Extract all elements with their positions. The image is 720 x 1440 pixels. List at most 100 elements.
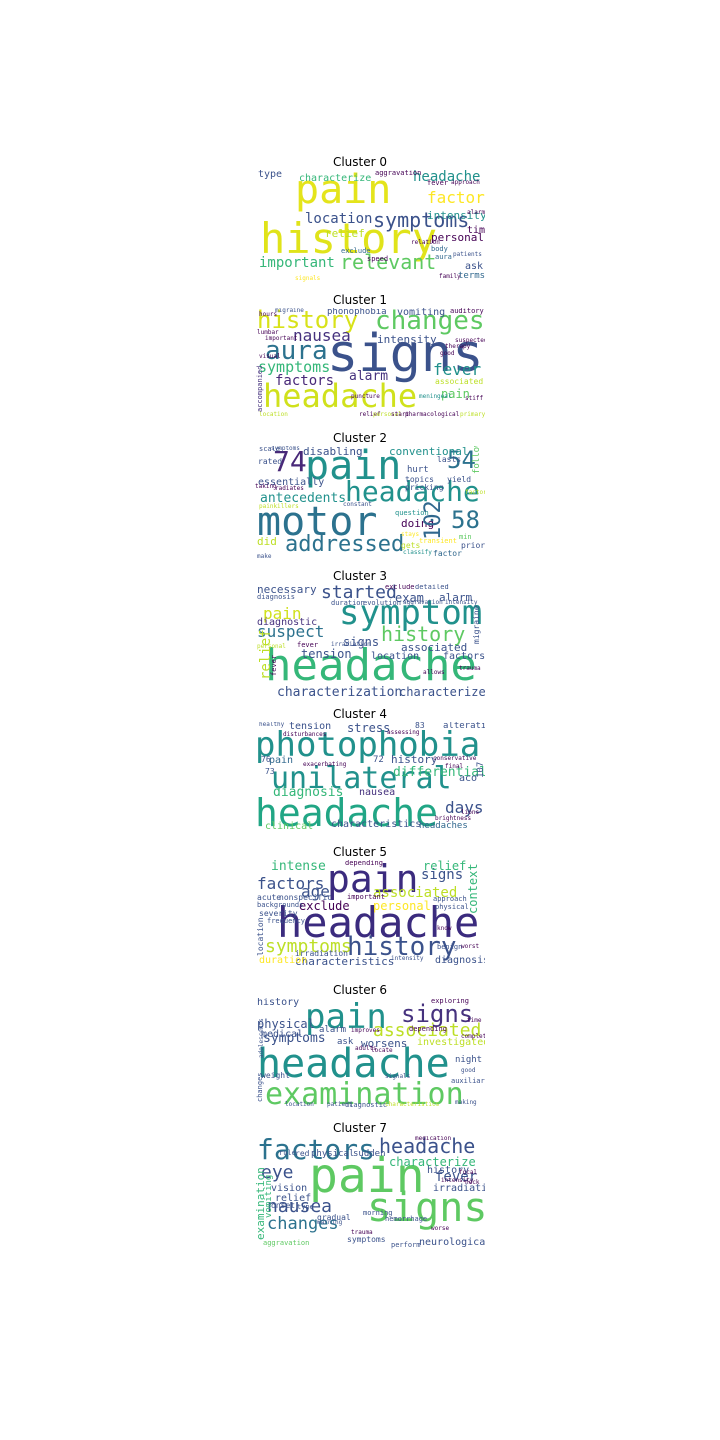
- cloud-word: therapy: [445, 343, 471, 350]
- cloud-word: irradiation: [433, 1183, 485, 1194]
- cloud-word: time: [467, 225, 485, 236]
- cloud-word: associated: [435, 377, 484, 386]
- cloud-word: time: [467, 1017, 482, 1024]
- cloud-word: relief: [423, 860, 467, 873]
- cloud-word: headache: [277, 898, 480, 947]
- cloud-word: min: [459, 533, 472, 541]
- cloud-word: neck: [465, 1179, 480, 1186]
- cloud-word: ask: [337, 1037, 354, 1047]
- cloud-word: characteristics: [295, 955, 395, 968]
- cloud-word: characterize: [389, 1155, 476, 1169]
- cloud-word: locate: [371, 1047, 393, 1054]
- cloud-word: allows: [423, 669, 445, 676]
- cloud-word: 72: [373, 755, 384, 765]
- cluster-title: Cluster 5: [332, 845, 388, 859]
- cloud-word: differential: [393, 765, 485, 780]
- cloud-word: taking: [255, 483, 277, 490]
- cloud-word: symptoms: [373, 208, 470, 232]
- cloud-word: characterize: [299, 173, 372, 184]
- cluster-title: Cluster 0: [332, 155, 388, 169]
- cloud-word: investigated: [417, 1037, 485, 1048]
- cloud-word: acute: [257, 893, 282, 902]
- cloud-word: rule: [279, 1149, 296, 1157]
- cloud-word: lasts: [437, 455, 462, 464]
- cloud-word: good: [461, 1067, 476, 1074]
- cloud-word: intensity: [427, 209, 485, 222]
- cloud-word: relief: [275, 1193, 312, 1204]
- word-cloud: factors pain signs headache nausea changes eye…: [255, 1136, 485, 1251]
- cloud-word: lions: [461, 809, 480, 816]
- cloud-word: relevant: [340, 250, 437, 274]
- cloud-word: headache: [255, 791, 439, 835]
- cloud-word: history: [347, 932, 457, 962]
- cloud-word: brightness: [435, 815, 472, 822]
- cloud-word: signs: [401, 1000, 474, 1028]
- cloud-word: headache: [379, 1136, 476, 1158]
- cloud-word: perform: [391, 1241, 421, 1249]
- cloud-word: personal: [373, 899, 431, 913]
- cloud-word: patients: [453, 251, 482, 258]
- cloud-word: adolescents: [258, 1018, 265, 1058]
- cloud-word: yield: [447, 475, 472, 484]
- cloud-word: symptoms: [258, 358, 331, 376]
- cloud-word: suspected: [455, 337, 485, 344]
- cloud-word: 83: [415, 722, 425, 730]
- cloud-word: personal: [373, 411, 402, 418]
- cloud-word: relief: [325, 227, 365, 240]
- cloud-word: signs: [343, 635, 380, 649]
- cloud-word: alarm: [439, 591, 473, 604]
- cloud-word: night: [455, 1055, 483, 1065]
- cloud-word: complete: [461, 1033, 485, 1040]
- cloud-word: location: [285, 1101, 314, 1108]
- cloud-word: physical: [435, 903, 469, 911]
- cloud-word: signals: [385, 1073, 411, 1080]
- cloud-word: accompanied: [256, 365, 264, 412]
- cloud-word: factors: [275, 373, 335, 389]
- cloud-word: relation: [411, 239, 440, 246]
- cloud-word: painkillers: [259, 503, 299, 510]
- cloud-word: relief: [359, 411, 381, 418]
- cloud-word: diagnostic: [257, 617, 318, 628]
- cloud-word: characterization: [277, 685, 403, 699]
- cloud-word: rated: [258, 457, 283, 466]
- cloud-word: worse: [431, 1225, 450, 1232]
- cloud-word: know: [437, 925, 452, 932]
- cloud-word: location: [259, 411, 288, 418]
- cloud-word: focal: [459, 1169, 478, 1176]
- cloud-word: 74: [273, 446, 307, 478]
- cloud-word: factors: [465, 489, 485, 496]
- cloud-word: exploring: [431, 998, 469, 1005]
- cloud-word: trauma: [351, 1229, 373, 1236]
- cloud-word: exacerbating: [303, 761, 347, 768]
- cloud-word: factors: [427, 188, 485, 207]
- cloud-word: days: [445, 798, 484, 817]
- cloud-word: terms: [458, 271, 485, 281]
- cloud-word: stress: [347, 722, 391, 735]
- cloud-word: approach: [433, 895, 467, 903]
- cloud-word: morning: [363, 1209, 393, 1217]
- word-cloud: pain headache history symptoms factors intens…: [255, 860, 485, 975]
- cloud-word: headache: [265, 640, 477, 691]
- cloud-word: red: [295, 1149, 310, 1158]
- cloud-word: hemorrhage: [385, 1215, 428, 1223]
- cloud-word: pain: [295, 170, 392, 213]
- cluster-title: Cluster 2: [332, 431, 388, 445]
- cloud-word: eye: [261, 1162, 294, 1183]
- cloud-word: context: [466, 863, 480, 914]
- cloud-word: history: [391, 753, 438, 766]
- cloud-word: symptoms: [271, 446, 300, 452]
- cloud-word: migraine: [472, 605, 481, 644]
- cloud-word: visual: [259, 353, 281, 360]
- word-cloud: headache symptomshistory started suspectpai…: [255, 584, 485, 699]
- cloud-word: headache: [263, 377, 418, 415]
- cloud-word: pain: [309, 1148, 425, 1204]
- cloud-word: factors: [257, 1136, 376, 1166]
- cloud-word: medication: [415, 1136, 452, 1142]
- cloud-word: frequency: [267, 917, 305, 925]
- cloud-word: characteristics: [331, 819, 422, 830]
- cloud-word: speed: [367, 255, 389, 263]
- cloud-word: pain: [305, 998, 387, 1037]
- cloud-word: intensity: [377, 333, 437, 346]
- cloud-word: alarm: [319, 1025, 347, 1035]
